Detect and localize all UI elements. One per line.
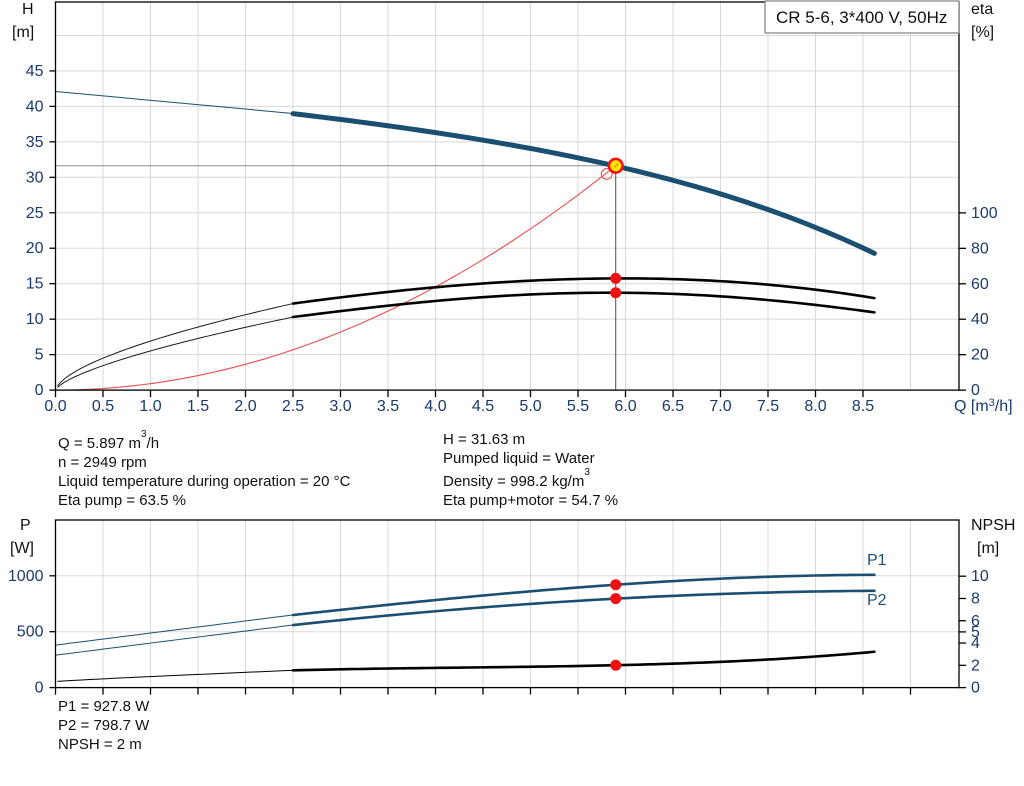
svg-text:P1: P1 [867,552,887,569]
svg-text:1.0: 1.0 [139,398,161,415]
svg-text:20: 20 [26,240,44,257]
svg-text:[m]: [m] [12,24,34,41]
svg-text:2.0: 2.0 [234,398,256,415]
svg-text:500: 500 [17,624,44,641]
svg-text:1.5: 1.5 [187,398,209,415]
svg-text:0: 0 [35,680,44,697]
svg-text:40: 40 [26,98,44,115]
svg-text:8.0: 8.0 [804,398,826,415]
svg-text:8.5: 8.5 [852,398,874,415]
svg-text:Q [m3/h]: Q [m3/h] [954,397,1013,415]
svg-text:5.5: 5.5 [567,398,589,415]
svg-text:[W]: [W] [10,540,34,557]
svg-text:6: 6 [971,613,980,630]
svg-text:eta: eta [971,1,993,18]
svg-text:P2: P2 [867,592,887,609]
svg-text:1000: 1000 [8,568,44,585]
svg-text:0.0: 0.0 [44,398,66,415]
svg-text:6.0: 6.0 [614,398,636,415]
svg-text:80: 80 [971,240,989,257]
svg-text:7.0: 7.0 [709,398,731,415]
svg-text:10: 10 [971,568,989,585]
svg-text:30: 30 [26,169,44,186]
svg-text:7.5: 7.5 [757,398,779,415]
svg-text:10: 10 [26,311,44,328]
svg-text:H: H [22,1,34,18]
svg-text:2: 2 [971,657,980,674]
svg-text:35: 35 [26,134,44,151]
svg-text:15: 15 [26,276,44,293]
svg-text:60: 60 [971,276,989,293]
svg-text:3.5: 3.5 [377,398,399,415]
svg-text:4.5: 4.5 [472,398,494,415]
svg-text:5.0: 5.0 [519,398,541,415]
svg-text:20: 20 [971,347,989,364]
svg-text:25: 25 [26,205,44,222]
svg-text:CR 5-6, 3*400 V, 50Hz: CR 5-6, 3*400 V, 50Hz [776,8,947,27]
svg-text:P: P [20,517,31,534]
svg-text:8: 8 [971,590,980,607]
svg-text:0: 0 [971,382,980,399]
svg-text:0: 0 [35,382,44,399]
svg-text:2.5: 2.5 [282,398,304,415]
svg-text:0.5: 0.5 [92,398,114,415]
svg-text:[%]: [%] [971,24,994,41]
svg-text:NPSH: NPSH [971,517,1015,534]
svg-text:40: 40 [971,311,989,328]
svg-text:100: 100 [971,205,998,222]
svg-text:4.0: 4.0 [424,398,446,415]
svg-text:3.0: 3.0 [329,398,351,415]
svg-text:6.5: 6.5 [662,398,684,415]
svg-text:5: 5 [35,347,44,364]
svg-text:[m]: [m] [977,540,999,557]
svg-text:45: 45 [26,63,44,80]
svg-text:0: 0 [971,680,980,697]
